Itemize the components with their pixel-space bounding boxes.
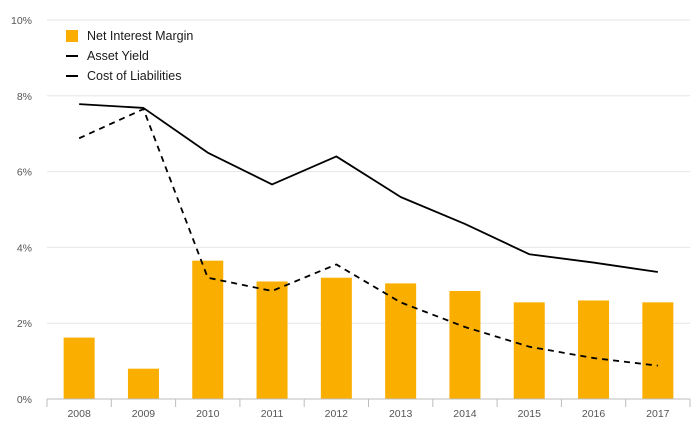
bar-net-interest-margin (320, 277, 352, 399)
legend: Net Interest Margin Asset Yield Cost of … (66, 26, 193, 86)
y-tick-label: 8% (17, 91, 32, 103)
y-tick-label: 4% (17, 242, 32, 254)
bar-net-interest-margin (385, 283, 417, 399)
y-tick-label: 2% (17, 318, 32, 330)
y-tick-label: 0% (17, 394, 32, 406)
bar-net-interest-margin (192, 260, 224, 399)
bar-net-interest-margin (578, 300, 610, 399)
bar-net-interest-margin (513, 302, 545, 399)
x-tick-label: 2014 (453, 408, 477, 420)
legend-item-cost-of-liabilities: Cost of Liabilities (66, 66, 193, 86)
x-tick-label: 2012 (325, 408, 349, 420)
bar-net-interest-margin (127, 368, 159, 399)
series-lines (78, 103, 658, 367)
y-tick-label: 6% (17, 167, 32, 179)
x-tick-label: 2010 (196, 408, 220, 420)
legend-item-net-interest-margin: Net Interest Margin (66, 26, 193, 46)
bar-net-interest-margin (256, 281, 288, 399)
x-tick-label: 2009 (132, 408, 156, 420)
line-asset-yield (79, 103, 658, 273)
bar-net-interest-margin (63, 337, 95, 399)
bar-net-interest-margin (642, 302, 674, 399)
legend-swatch-bar (66, 30, 78, 42)
axes: 0% 2% 4% 6% 8% 10% 2008 2009 2010 2011 2012 2013 201… (11, 15, 691, 420)
legend-swatch-solid-line (66, 55, 78, 57)
x-tick-label: 2011 (261, 408, 284, 420)
x-tick-label: 2013 (389, 408, 413, 420)
x-tick-label: 2015 (518, 408, 542, 420)
legend-swatch-dashed-line (66, 75, 78, 77)
legend-label: Asset Yield (87, 49, 149, 63)
legend-label: Cost of Liabilities (87, 69, 182, 83)
bar-net-interest-margin (449, 290, 481, 399)
legend-item-asset-yield: Asset Yield (66, 46, 193, 66)
line-cost-of-liabilities (78, 108, 658, 367)
bars (63, 260, 674, 399)
x-tick-label: 2017 (646, 408, 670, 420)
x-tick-label: 2016 (582, 408, 606, 420)
y-tick-label: 10% (11, 15, 32, 27)
legend-label: Net Interest Margin (87, 29, 194, 43)
x-tick-label: 2008 (67, 408, 91, 420)
